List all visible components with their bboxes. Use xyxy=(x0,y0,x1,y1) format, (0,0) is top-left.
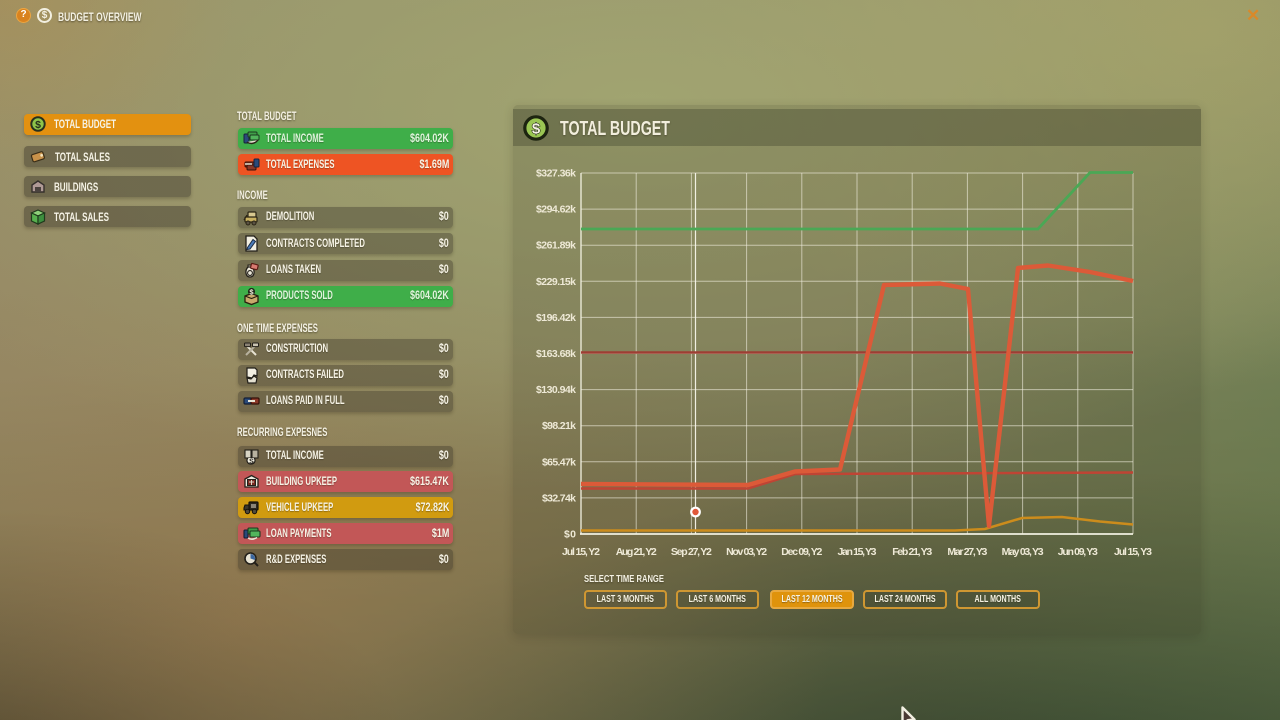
svg-text:$: $ xyxy=(532,121,541,138)
svg-text:$: $ xyxy=(249,287,254,296)
svg-text:S: S xyxy=(249,458,254,465)
svg-text:$: $ xyxy=(35,119,41,131)
